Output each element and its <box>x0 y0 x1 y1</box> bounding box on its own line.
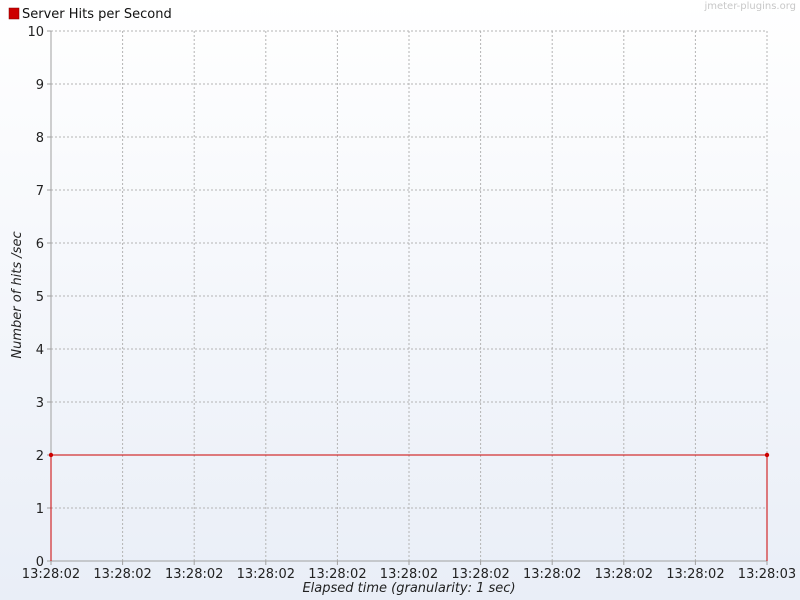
series-layer <box>48 452 770 561</box>
y-tick-label: 7 <box>36 184 44 199</box>
x-tick-label: 13:28:02 <box>523 567 581 582</box>
series-line <box>50 454 768 561</box>
y-axis-title: Number of hits /sec <box>10 231 25 358</box>
legend: Server Hits per Second <box>8 7 172 22</box>
y-tick-label: 0 <box>36 555 44 570</box>
y-tick-label: 4 <box>36 343 44 358</box>
y-tick-label: 2 <box>36 449 44 464</box>
y-tick-label: 3 <box>36 396 44 411</box>
x-tick-label: 13:28:02 <box>22 567 80 582</box>
y-tick-label: 9 <box>36 78 44 93</box>
legend-swatch <box>8 7 20 20</box>
x-tick-label: 13:28:02 <box>93 567 151 582</box>
x-tick-label: 13:28:03 <box>738 567 796 582</box>
data-point <box>48 452 54 458</box>
x-tick-label: 13:28:02 <box>380 567 438 582</box>
y-tick-label: 6 <box>36 237 44 252</box>
x-tick-label: 13:28:02 <box>237 567 295 582</box>
x-axis-title: Elapsed time (granularity: 1 sec) <box>302 581 515 596</box>
x-tick-label: 13:28:02 <box>595 567 653 582</box>
data-point <box>764 452 770 458</box>
y-tick-labels: 0 1 2 3 4 5 6 7 8 9 10 <box>27 25 44 570</box>
x-tick-label: 13:28:02 <box>165 567 223 582</box>
watermark: jmeter-plugins.org <box>703 1 796 12</box>
x-tick-label: 13:28:02 <box>666 567 724 582</box>
y-tick-label: 1 <box>36 502 44 517</box>
legend-label: Server Hits per Second <box>22 7 172 22</box>
x-tick-label: 13:28:02 <box>308 567 366 582</box>
x-tick-label: 13:28:02 <box>451 567 509 582</box>
y-tick-label: 8 <box>36 131 44 146</box>
y-tick-label: 5 <box>36 290 44 305</box>
grid <box>51 30 768 561</box>
y-tick-label: 10 <box>27 25 44 40</box>
x-tick-labels: 13:28:02 13:28:02 13:28:02 13:28:02 13:28:02… <box>22 567 796 582</box>
